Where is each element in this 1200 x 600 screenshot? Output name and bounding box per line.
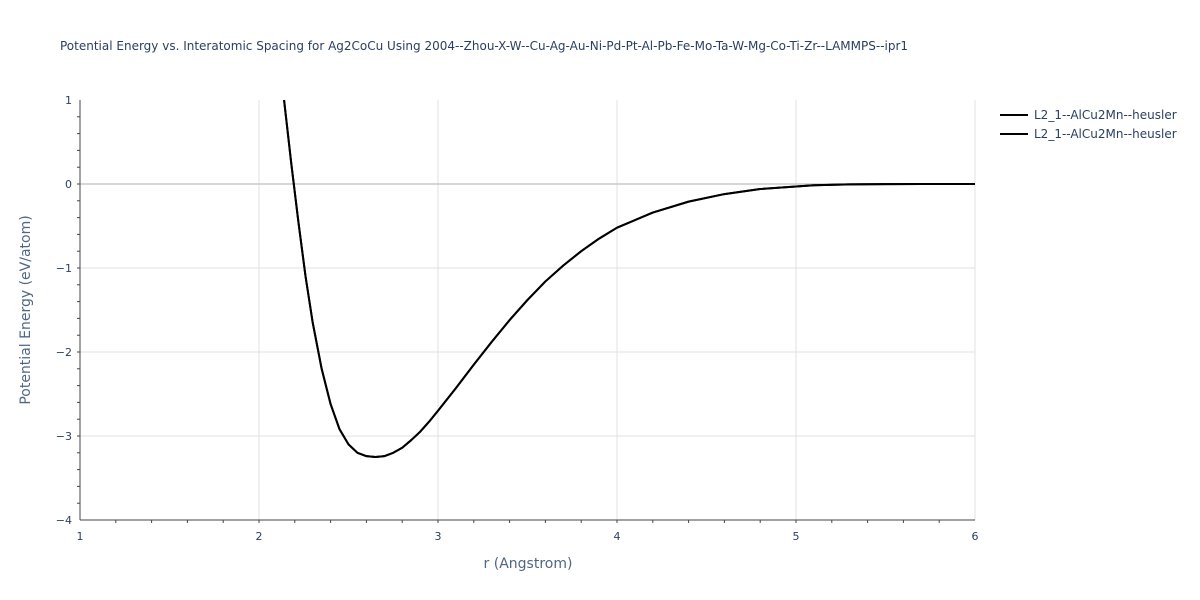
y-tick-label: −2 — [56, 346, 72, 359]
x-tick-label: 1 — [77, 530, 84, 543]
legend[interactable]: L2_1--AlCu2Mn--heusler L2_1--AlCu2Mn--heu… — [1000, 108, 1177, 141]
chart-title: Potential Energy vs. Interatomic Spacing… — [60, 39, 908, 53]
x-axis-title: r (Angstrom) — [484, 556, 573, 572]
y-tick-label: 0 — [65, 178, 72, 191]
y-tick-label: −4 — [56, 514, 72, 527]
x-tick-label: 6 — [972, 530, 979, 543]
legend-item[interactable]: L2_1--AlCu2Mn--heusler — [1000, 108, 1177, 122]
grid-layer — [80, 100, 976, 520]
y-tick-label: −3 — [56, 430, 72, 443]
legend-label: L2_1--AlCu2Mn--heusler — [1034, 108, 1177, 122]
axes-layer: 1 2 3 4 5 6 1 0 −1 −2 −3 −4 — [56, 94, 979, 543]
legend-item[interactable]: L2_1--AlCu2Mn--heusler — [1000, 127, 1177, 141]
series-line-1 — [283, 100, 975, 458]
series-layer — [283, 100, 975, 458]
x-tick-label: 4 — [614, 530, 621, 543]
x-tick-label: 3 — [435, 530, 442, 543]
y-tick-label: −1 — [56, 262, 72, 275]
legend-label: L2_1--AlCu2Mn--heusler — [1034, 127, 1177, 141]
y-axis-title: Potential Energy (eV/atom) — [18, 215, 34, 404]
y-tick-label: 1 — [65, 94, 72, 107]
series-line-2 — [283, 100, 975, 458]
x-tick-label: 2 — [256, 530, 263, 543]
x-tick-label: 5 — [793, 530, 800, 543]
